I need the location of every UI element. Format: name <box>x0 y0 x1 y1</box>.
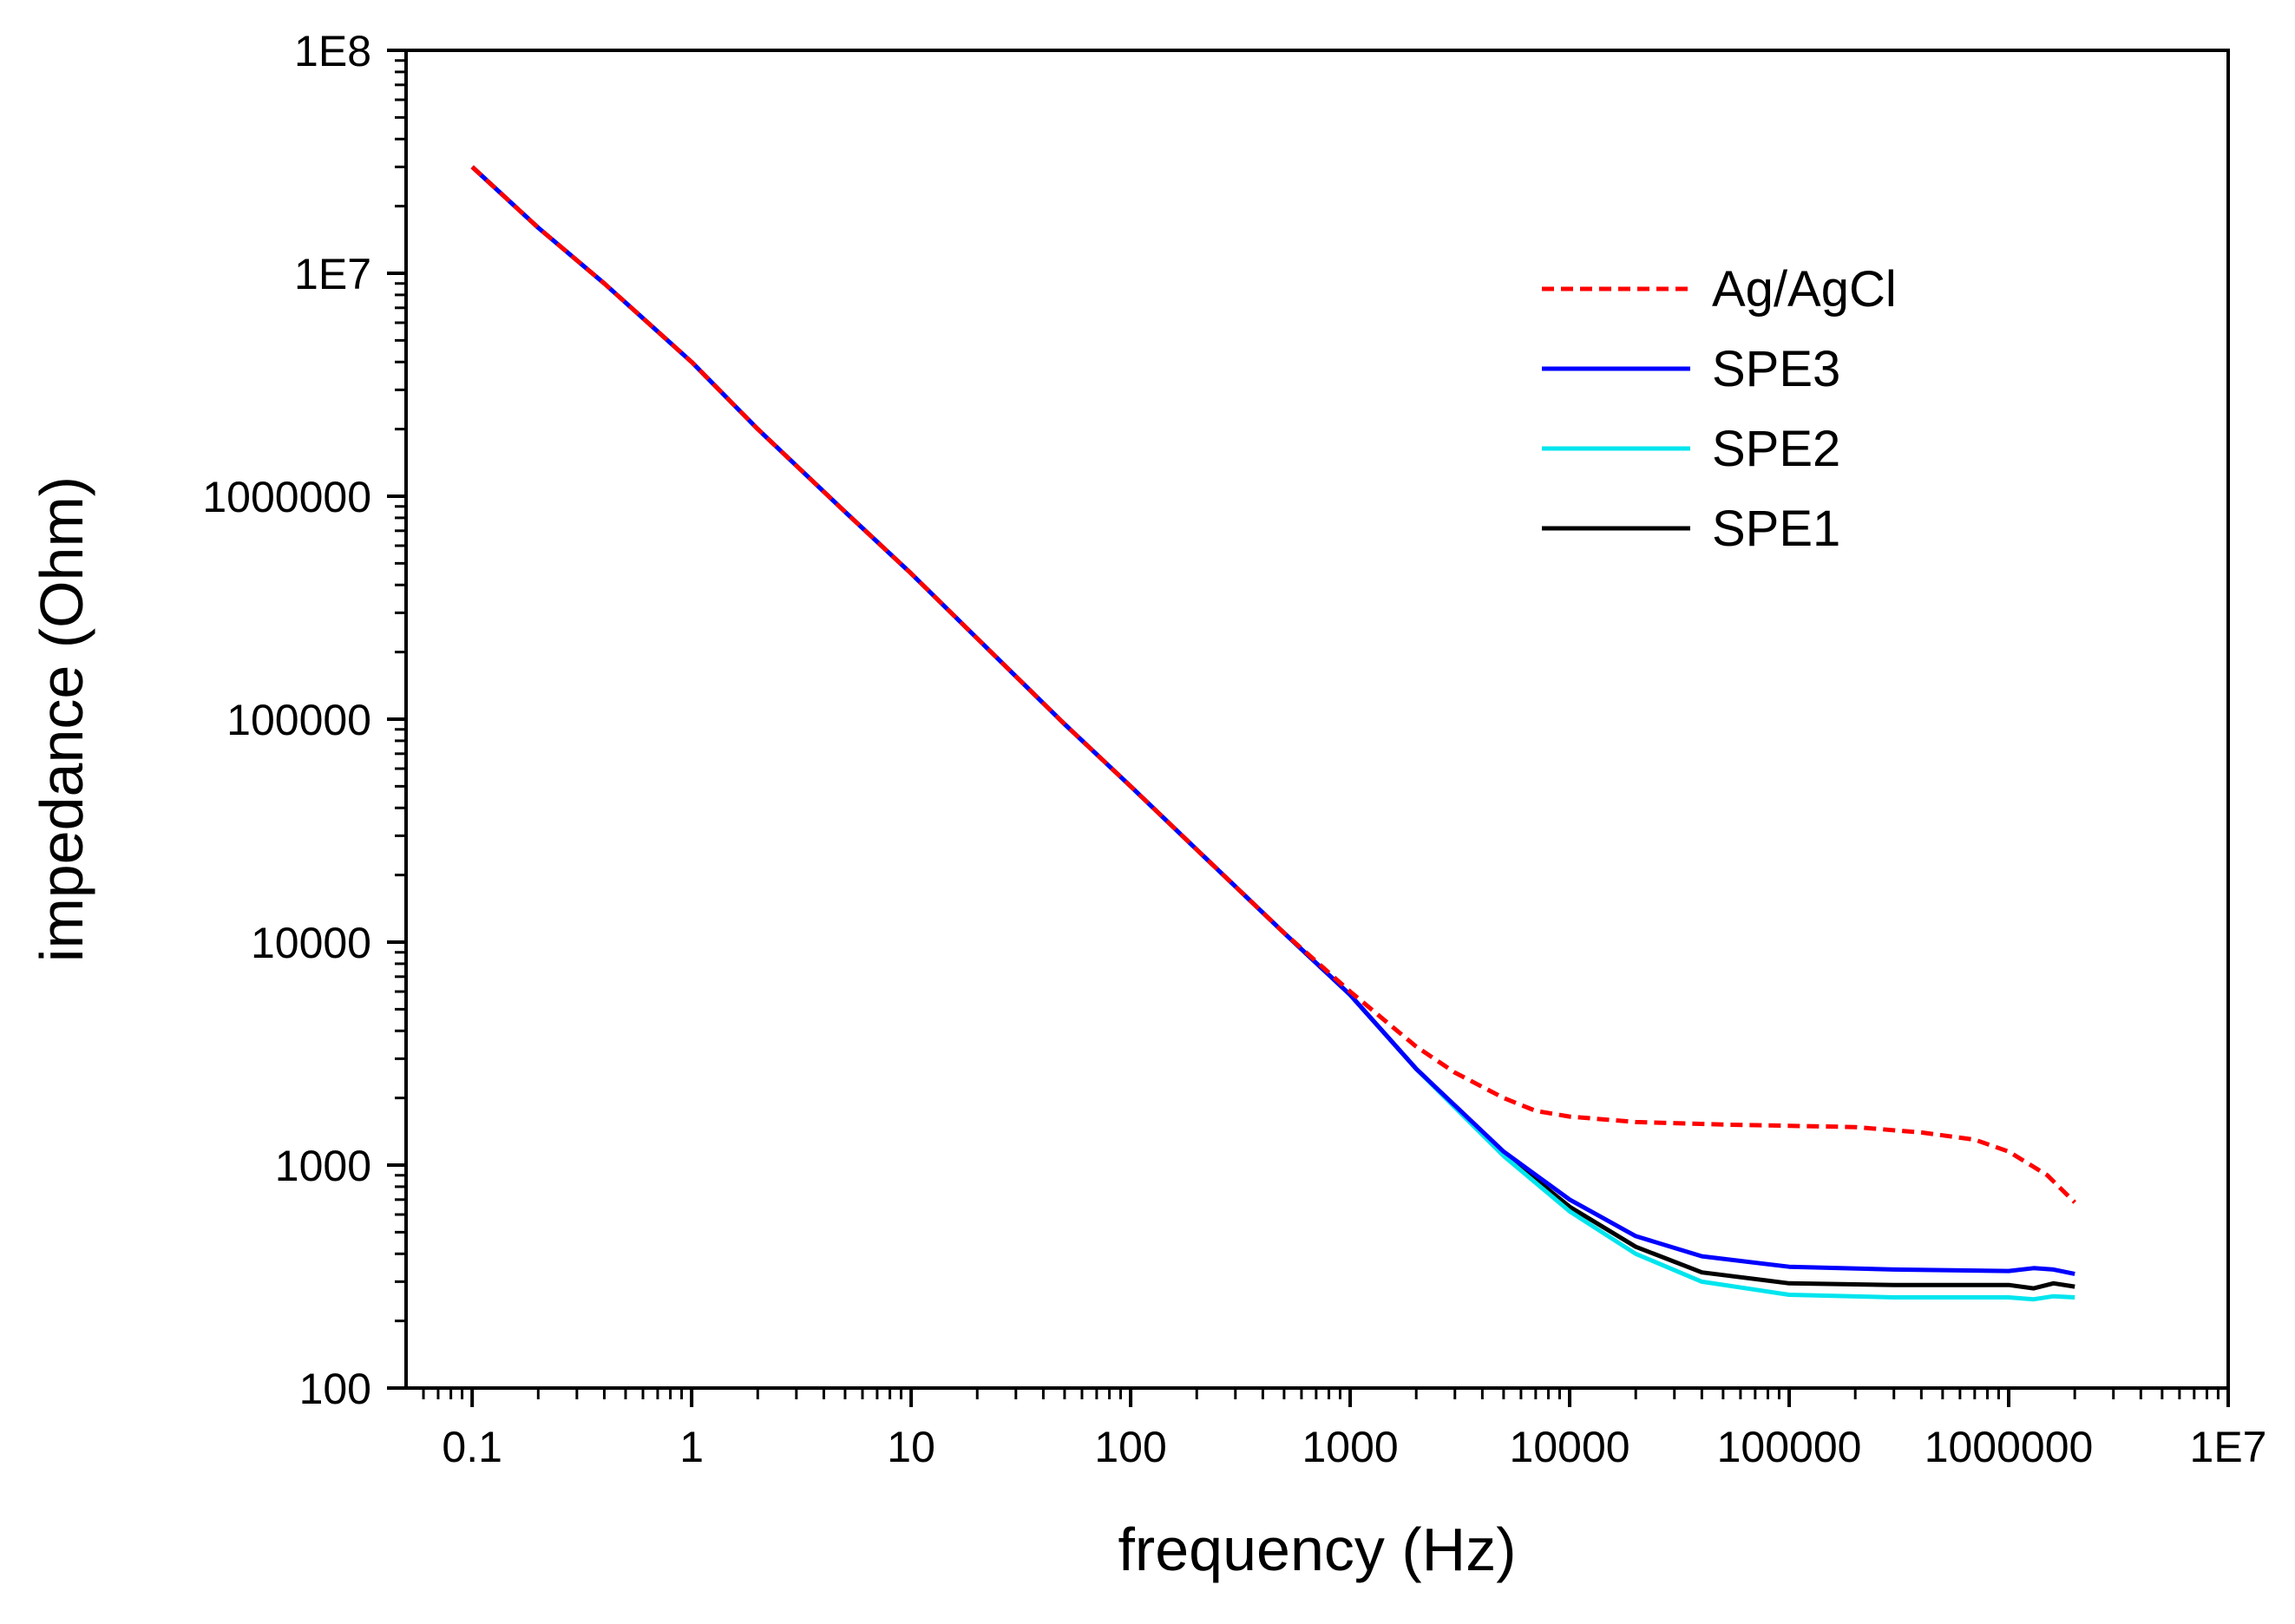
x-axis-title: frequency (Hz) <box>1118 1516 1516 1583</box>
series-line-spe2 <box>470 165 2075 1302</box>
legend-label-spe2: SPE2 <box>1712 421 1840 477</box>
y-axis-title: impedance (Ohm) <box>28 476 95 962</box>
series-line-spe1 <box>470 165 2075 1291</box>
y-tick-label: 10000 <box>251 919 371 967</box>
x-tick-label: 10 <box>887 1423 935 1471</box>
major-ticks <box>387 49 2230 1407</box>
y-tick-label: 1000 <box>275 1142 371 1190</box>
x-tick-label: 1 <box>679 1423 704 1471</box>
y-tick-label: 100 <box>299 1365 371 1413</box>
y-tick-labels: 100 1000 10000 100000 1000000 1E7 1E8 <box>202 27 371 1413</box>
y-tick-label: 100000 <box>226 696 371 744</box>
x-tick-label: 1000 <box>1302 1423 1398 1471</box>
minor-ticks <box>395 59 2220 1399</box>
x-tick-label: 1000000 <box>1925 1423 2094 1471</box>
legend-label-spe3: SPE3 <box>1712 341 1840 397</box>
x-tick-label: 100 <box>1094 1423 1166 1471</box>
series-line-spe3 <box>470 165 2075 1276</box>
series-lines <box>470 165 2076 1302</box>
legend: Ag/AgCl SPE3 SPE2 SPE1 <box>1542 261 1897 557</box>
y-tick-label: 1000000 <box>202 473 371 521</box>
y-tick-label: 1E8 <box>294 27 371 75</box>
x-tick-label: 0.1 <box>442 1423 502 1471</box>
legend-label-spe1: SPE1 <box>1712 501 1840 557</box>
x-tick-labels: 0.1 1 10 100 1000 10000 100000 1000000 1E7 <box>442 1423 2266 1471</box>
plot-area-frame <box>404 49 2230 1390</box>
y-tick-label: 1E7 <box>294 250 371 298</box>
legend-label-ag-agcl: Ag/AgCl <box>1712 261 1897 318</box>
series-line-ag-agcl <box>470 165 2076 1204</box>
x-tick-label: 10000 <box>1510 1423 1630 1471</box>
x-tick-label: 100000 <box>1717 1423 1862 1471</box>
x-tick-label: 1E7 <box>2190 1423 2267 1471</box>
